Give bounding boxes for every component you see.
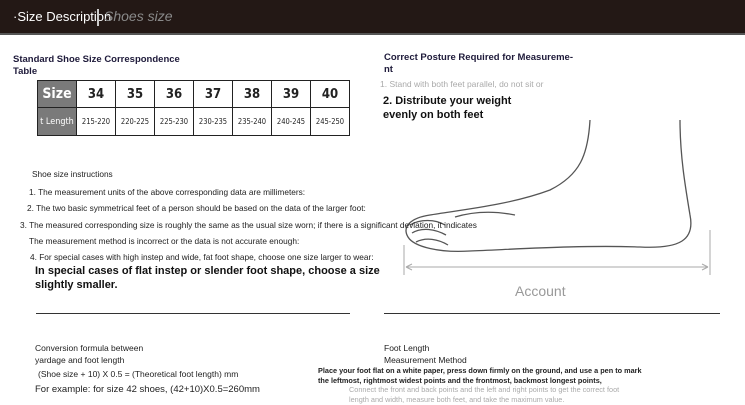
step-line: 2. Distribute your weight (383, 95, 512, 107)
posture-step-2: 2. Distribute your weight evenly on both… (383, 94, 511, 122)
length-cell: 230-235 (193, 107, 233, 136)
length-cell: 240-245 (271, 107, 311, 136)
instruction-item: 4. For special cases with high instep an… (30, 252, 374, 262)
title-line: Standard Shoe Size Correspondence (13, 54, 180, 65)
length-cell: 215-220 (76, 107, 116, 136)
toe-line (454, 211, 516, 218)
header-divider (97, 9, 99, 26)
instruction-item: 3. The measured corresponding size is ro… (20, 220, 477, 230)
text-line: Connect the front and back points and th… (349, 385, 620, 394)
instruction-item: 2. The two basic symmetrical feet of a p… (27, 203, 366, 213)
size-cell: 39 (271, 80, 311, 108)
header-subtitle: Shoes size (104, 8, 173, 24)
text-line: length and width, measure both feet, and… (349, 395, 565, 404)
special-note: In special cases of flat instep or slend… (35, 264, 380, 292)
size-cell: 40 (310, 80, 350, 108)
size-cell: 34 (76, 80, 116, 108)
foot-outline (405, 119, 692, 253)
size-cell: 38 (232, 80, 272, 108)
step-line: evenly on both feet (383, 109, 484, 121)
conversion-example: For example: for size 42 shoes, (42+10)X… (35, 384, 260, 395)
divider-left (36, 313, 350, 314)
size-cell: 35 (115, 80, 155, 108)
instruction-item: 1. The measurement units of the above co… (29, 187, 306, 197)
text-line: the leftmost, rightmost widest points an… (318, 376, 602, 385)
length-cell: 225-230 (154, 107, 194, 136)
title-line: Conversion formula between (35, 343, 144, 353)
note-line: In special cases of flat instep or slend… (35, 265, 380, 277)
title-line: Foot Length (384, 343, 430, 353)
length-row: t Length 215-220 220-225 225-230 230-235… (37, 107, 350, 136)
size-row: Size 34 35 36 37 38 39 40 (37, 80, 350, 108)
posture-step-1: 1. Stand with both feet parallel, do not… (380, 79, 544, 89)
size-table-title: Standard Shoe Size Correspondence Table (13, 54, 180, 78)
size-cell: 36 (154, 80, 194, 108)
note-line: slightly smaller. (35, 279, 118, 291)
foot-illustration (403, 119, 711, 275)
size-cell: 37 (193, 80, 233, 108)
title-line: Table (13, 66, 38, 77)
conversion-title: Conversion formula between yardage and f… (35, 342, 143, 366)
size-table: Size 34 35 36 37 38 39 40 t Length 215-2… (37, 80, 350, 136)
foot-length-instructions: Place your foot flat on a white paper, p… (318, 366, 642, 386)
conversion-formula: (Shoe size + 10) X 0.5 = (Theoretical fo… (38, 369, 239, 379)
divider-right (384, 313, 720, 314)
header-title: ·Size Description (13, 9, 112, 24)
foot-length-instructions-cont: Connect the front and back points and th… (349, 385, 619, 405)
size-label: Size (37, 80, 77, 108)
title-line: Correct Posture Required for Measureme- (384, 52, 573, 63)
figure-label: Account (513, 283, 568, 299)
length-cell: 235-240 (232, 107, 272, 136)
title-line: nt (384, 64, 393, 75)
instruction-item: The measurement method is incorrect or t… (29, 236, 300, 246)
foot-length-title: Foot Length Measurement Method (384, 342, 467, 366)
length-cell: 220-225 (115, 107, 155, 136)
arrow-heads (405, 263, 709, 271)
length-cell: 245-250 (310, 107, 350, 136)
posture-title: Correct Posture Required for Measureme- … (384, 52, 573, 76)
toes (409, 219, 449, 246)
title-line: yardage and foot length (35, 355, 125, 365)
title-line: Measurement Method (384, 355, 467, 365)
length-label: t Length (37, 107, 77, 136)
header-bar: ·Size Description Shoes size (0, 0, 745, 35)
instructions-title: Shoe size instructions (32, 169, 113, 179)
text-line: Place your foot flat on a white paper, p… (318, 366, 642, 375)
